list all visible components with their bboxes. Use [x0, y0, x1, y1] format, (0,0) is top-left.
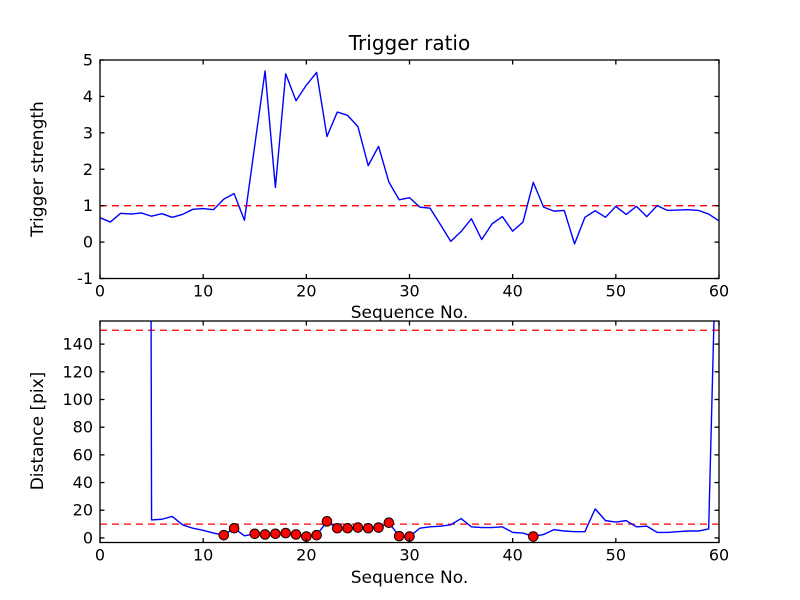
x-tick-label: 40	[502, 282, 522, 301]
x-tick-label: 30	[399, 282, 419, 301]
trigger-event-marker	[321, 516, 333, 527]
top-x-axis-label: Sequence No.	[350, 303, 469, 323]
y-tick-label: 2	[83, 160, 93, 179]
y-tick-label: 140	[62, 335, 93, 354]
trigger-event-marker	[528, 531, 539, 542]
chart-title: Trigger ratio	[348, 31, 471, 55]
y-tick-label: 0	[83, 233, 93, 252]
y-tick-label: 120	[62, 362, 93, 381]
x-tick-label: 10	[193, 282, 213, 301]
y-tick-label: 5	[83, 51, 93, 70]
x-tick-label: 20	[296, 282, 316, 301]
x-tick-label: 20	[296, 546, 316, 565]
trigger-event-marker	[249, 528, 261, 540]
y-tick-label: 80	[73, 418, 93, 437]
x-tick-label: 50	[606, 546, 626, 565]
distance-line	[150, 321, 715, 538]
trigger-event-marker	[362, 522, 374, 534]
trigger-event-marker	[393, 530, 405, 542]
x-tick-label: 60	[709, 546, 729, 565]
bottom-x-axis-label: Sequence No.	[350, 568, 469, 588]
y-tick-label: 3	[83, 123, 93, 142]
x-tick-label: 0	[95, 546, 105, 565]
trigger-event-marker	[352, 522, 364, 533]
x-tick-label: 0	[95, 282, 105, 301]
y-tick-label: 40	[73, 473, 93, 492]
trigger-event-marker	[342, 522, 353, 534]
y-tick-label: 4	[83, 87, 93, 106]
y-tick-label: -1	[77, 269, 93, 288]
y-tick-label: 0	[83, 528, 93, 547]
trigger-strength-line	[100, 70, 719, 245]
trigger-event-marker	[383, 517, 395, 529]
x-tick-label: 10	[193, 546, 213, 565]
y-tick-label: 100	[62, 390, 93, 409]
trigger-event-marker	[331, 522, 343, 534]
axes-border	[99, 320, 720, 544]
x-tick-label: 40	[502, 546, 522, 565]
trigger-event-marker	[259, 529, 271, 540]
trigger-event-marker	[228, 522, 240, 534]
x-tick-label: 60	[709, 282, 729, 301]
trigger-event-marker	[311, 529, 322, 541]
x-tick-label: 30	[399, 546, 419, 565]
y-tick-label: 20	[73, 501, 93, 520]
x-tick-label: 50	[606, 282, 626, 301]
trigger-event-marker	[290, 529, 302, 540]
trigger-event-marker	[280, 527, 292, 539]
trigger-event-marker	[218, 529, 230, 541]
trigger-event-marker	[373, 522, 384, 533]
trigger-event-marker	[270, 528, 281, 540]
y-tick-label: 60	[73, 445, 93, 464]
y-tick-label: 1	[83, 196, 93, 215]
axes-border	[99, 59, 720, 280]
